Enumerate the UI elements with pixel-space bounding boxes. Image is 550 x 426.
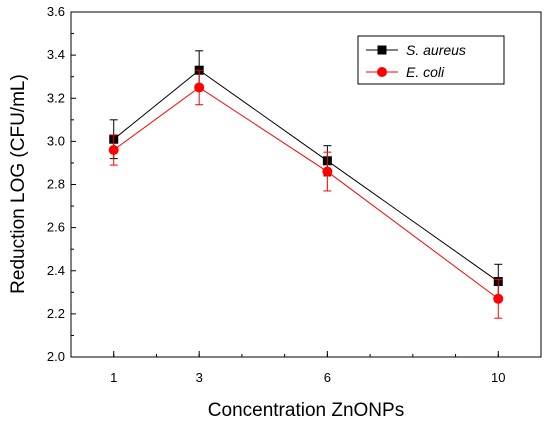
- legend-marker: [377, 45, 387, 55]
- y-tick-label: 2.0: [47, 349, 65, 364]
- series-line: [113, 86, 499, 300]
- legend-item: S. aureus: [366, 42, 466, 58]
- data-point: [194, 82, 205, 93]
- series-1: [109, 50, 503, 300]
- legend-item: E. coli: [366, 64, 445, 80]
- y-tick-label: 3.6: [47, 4, 65, 19]
- data-point: [108, 145, 119, 155]
- y-tick-label: 3.0: [47, 133, 65, 148]
- y-tick-label: 2.6: [47, 220, 65, 235]
- y-tick-label: 2.4: [47, 263, 65, 278]
- legend-marker: [377, 67, 387, 77]
- y-tick-label: 2.2: [47, 306, 65, 321]
- series-layer: [108, 50, 504, 319]
- x-axis-title: Concentration ZnONPs: [208, 400, 404, 421]
- axes: 2.0 2.2 2.4 2.6 2.8 3.0 3.2 3.4 3.6 1 3 6 10: [47, 4, 542, 385]
- y-tick-label: 3.4: [47, 47, 65, 62]
- legend-label: S. aureus: [406, 42, 466, 58]
- x-tick-label: 6: [324, 370, 331, 385]
- legend-label: E. coli: [406, 64, 445, 80]
- series-2: [108, 69, 504, 319]
- x-tick-label: 1: [110, 370, 117, 385]
- data-point: [493, 293, 504, 304]
- y-axis-title: Reduction LOG (CFU/mL): [8, 74, 29, 294]
- x-tick-label: 10: [491, 370, 505, 385]
- series-line: [113, 69, 499, 282]
- y-tick-label: 3.2: [47, 90, 65, 105]
- y-tick-label: 2.8: [47, 177, 65, 192]
- x-tick-label: 3: [196, 370, 203, 385]
- legend: S. aureus E. coli: [357, 35, 505, 85]
- data-point: [322, 166, 333, 177]
